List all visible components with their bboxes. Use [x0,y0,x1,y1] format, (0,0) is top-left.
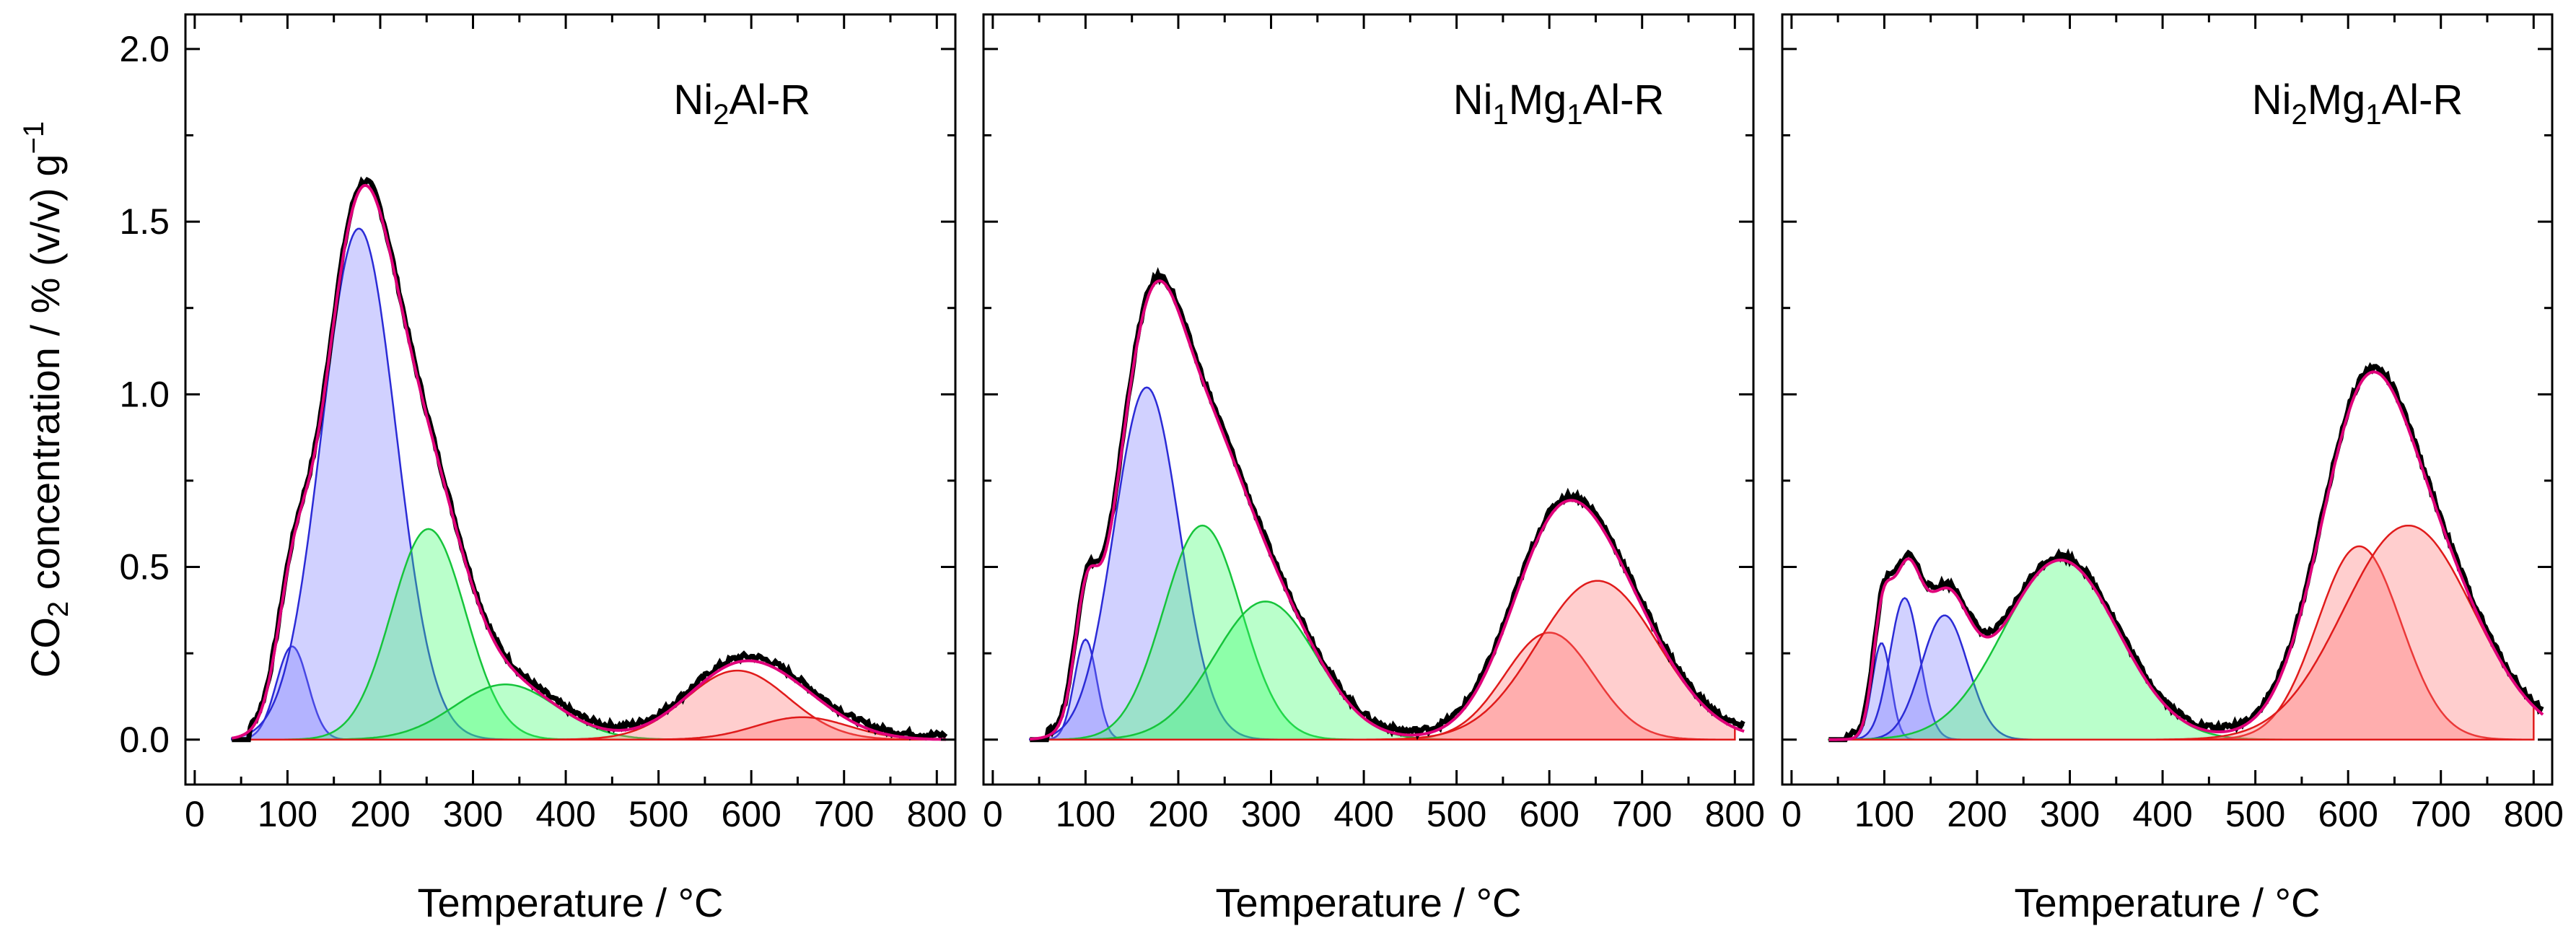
peak-red-6 [1030,580,1736,741]
plot-frame [184,13,957,786]
panel-label-sub: 2 [713,99,729,131]
panel-label-sub: 1 [1567,99,1582,131]
y-tick-label: 2.0 [119,29,170,69]
x-tick-label: 0 [185,794,205,834]
panel-label-part: Al-R [729,77,810,123]
x-tick-label: 800 [907,794,967,834]
plot-area [1029,266,1745,743]
x-tick-label: 200 [350,794,410,834]
x-tick-label: 500 [2225,794,2285,834]
x-tick-label: 600 [1519,794,1579,834]
x-tick-label: 300 [2040,794,2100,834]
panel-label-part: Ni [2252,77,2292,123]
fit-envelope [1030,279,1745,741]
panel-label-part: Ni [1453,77,1493,123]
x-tick-label: 0 [1782,794,1802,834]
panel-label-part: Al-R [2382,77,2463,123]
panel-label-part: Mg [1509,77,1567,123]
fit-envelope [231,183,947,741]
x-tick-label: 200 [1947,794,2007,834]
panel-label: Ni2Al-R [673,77,810,131]
x-tick-label: 100 [1854,794,1914,834]
x-axis-title: Temperature / °C [2015,880,2321,925]
x-tick-label: 500 [1427,794,1486,834]
peak-red-6 [1828,524,2535,741]
chart-panel-3: 0 100 200 300 400 500 600 700 800 Temperature / °… [1781,13,2564,925]
panel-label-part: Al-R [1583,77,1665,123]
panel-label: Ni2Mg1Al-R [2252,77,2463,131]
plot-area [231,176,948,743]
x-tick-label: 700 [2411,794,2471,834]
x-tick-label: 800 [1705,794,1765,834]
y-tick-label: 0.5 [119,547,170,588]
x-tick-label: 600 [2318,794,2378,834]
fit-envelope [1828,370,2544,741]
panel-label-part: Mg [2308,77,2366,123]
x-tick-label: 800 [2504,794,2564,834]
x-tick-label: 500 [628,794,688,834]
chart-panel-2: 0 100 200 300 400 500 600 700 800 Temperature / °… [982,13,1765,925]
x-tick-label: 200 [1148,794,1208,834]
x-tick-label: 400 [1333,794,1393,834]
y-tick-label: 0.0 [119,720,170,760]
x-axis-title: Temperature / °C [418,880,724,925]
y-axis-title-rest: concentration / % (v/v) g [22,154,68,600]
y-axis-title: CO2 concentration / % (v/v) g−1 [18,121,74,678]
panel-label-sub: 1 [1492,99,1508,131]
y-axis-title-sup: −1 [18,121,50,154]
x-tick-label: 400 [2132,794,2192,834]
y-axis-title-main: CO [22,617,68,678]
plot-frame [982,13,1755,786]
x-tick-label: 400 [535,794,595,834]
panel-label-sub: 2 [2291,99,2307,131]
x-tick-label: 700 [814,794,874,834]
x-tick-label: 100 [258,794,317,834]
panel-label-sub: 1 [2365,99,2381,131]
chart-panel-1: 0 100 200 300 400 500 600 700 800 0.0 0.5 1.0 1.5 2.0… [119,13,967,925]
panel-label-part: Ni [673,77,713,123]
x-tick-label: 0 [983,794,1003,834]
y-tick-label: 1.0 [119,374,170,414]
y-axis-title-sub: 2 [43,601,74,617]
peak-red-6 [232,716,938,741]
y-tick-label: 1.5 [119,201,170,242]
plot-area [1828,362,2544,743]
x-tick-label: 600 [721,794,781,834]
x-tick-label: 300 [443,794,503,834]
plot-frame [1781,13,2554,786]
x-tick-label: 700 [1612,794,1672,834]
panel-label: Ni1Mg1Al-R [1453,77,1665,131]
x-tick-label: 300 [1241,794,1301,834]
x-tick-label: 100 [1056,794,1116,834]
x-axis-title: Temperature / °C [1216,880,1522,925]
